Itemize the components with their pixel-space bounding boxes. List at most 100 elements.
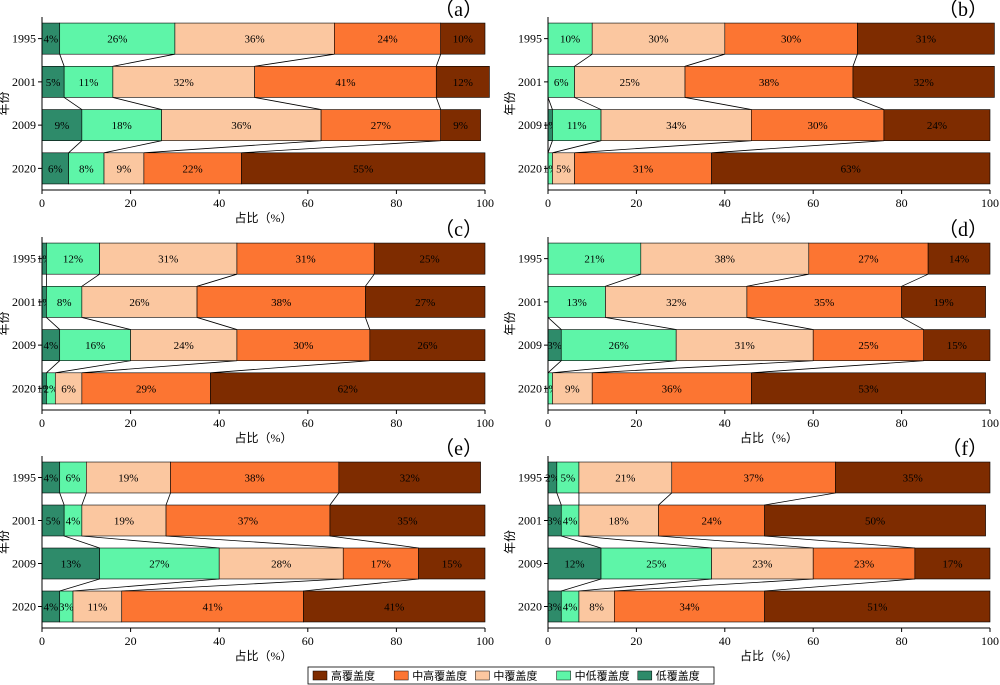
legend-swatch <box>393 670 409 681</box>
bar-segment <box>613 590 765 623</box>
x-tick-label: 100 <box>476 416 494 430</box>
bar-segment <box>746 286 902 318</box>
data-label: 2% <box>545 473 560 485</box>
data-label: 24% <box>377 34 397 46</box>
y-tick-label: 1995 <box>12 252 36 266</box>
data-label: 9% <box>565 383 580 395</box>
connector-line <box>46 360 60 374</box>
panel-label: （d） <box>938 218 988 241</box>
bar-segment <box>218 547 344 580</box>
data-label: 8% <box>79 163 94 175</box>
connector-line <box>435 97 442 110</box>
x-axis-label: 占比（%） <box>235 430 293 445</box>
x-tick-label: 80 <box>390 634 402 648</box>
connector-line <box>578 578 712 592</box>
x-axis-label: 占比（%） <box>740 430 798 445</box>
data-label: 25% <box>620 77 640 89</box>
data-label: 6% <box>48 163 63 175</box>
bar-segment <box>764 504 986 537</box>
data-label: 4% <box>44 34 59 46</box>
x-tick-label: 40 <box>719 196 731 210</box>
connector-line <box>196 273 238 287</box>
connector-line <box>166 535 344 549</box>
data-label: 30% <box>648 34 668 46</box>
bar-segment <box>303 590 486 623</box>
x-tick-label: 20 <box>630 416 642 430</box>
y-tick-label: 1995 <box>518 252 542 266</box>
connector-line <box>578 535 712 549</box>
connector-line <box>684 97 752 110</box>
connector-line <box>764 535 915 549</box>
connector-line <box>59 578 100 592</box>
connector-line <box>121 578 344 592</box>
data-label: 23% <box>854 559 874 571</box>
data-label: 11% <box>87 602 107 614</box>
data-label: 12% <box>63 254 83 266</box>
data-label: 4% <box>44 340 59 352</box>
data-label: 22% <box>183 163 203 175</box>
connector-line <box>684 53 725 67</box>
y-tick-label: 2001 <box>12 75 36 89</box>
bar-segment <box>927 242 991 275</box>
legend-frame <box>307 666 715 685</box>
x-tick-label: 0 <box>39 634 45 648</box>
connector-line <box>764 492 836 506</box>
y-tick-label: 1995 <box>12 32 36 46</box>
bar-segment <box>671 461 836 494</box>
y-tick-label: 1995 <box>518 32 542 46</box>
data-label: 17% <box>371 559 391 571</box>
bar-segment <box>165 504 331 537</box>
connector-line <box>59 492 65 506</box>
data-label: 32% <box>400 473 420 485</box>
data-label: 3% <box>547 340 562 352</box>
x-tick-label: 40 <box>719 416 731 430</box>
connector-line <box>72 578 220 592</box>
connector-line <box>81 273 100 287</box>
data-label: 12% <box>564 559 584 571</box>
connector-line <box>547 140 553 153</box>
bar-segment <box>338 461 481 494</box>
data-label: 38% <box>245 473 265 485</box>
connector-line <box>901 273 929 287</box>
x-tick-label: 20 <box>125 196 137 210</box>
bar-segment <box>435 66 490 98</box>
bar-segment <box>547 66 575 98</box>
bar-segment <box>711 152 991 185</box>
bar-segment <box>72 590 123 623</box>
x-tick-label: 80 <box>896 634 908 648</box>
bar-segment <box>560 329 677 361</box>
data-label: 38% <box>715 254 735 266</box>
bar-segment <box>41 152 69 185</box>
data-label: 4% <box>44 473 59 485</box>
x-tick-label: 80 <box>896 416 908 430</box>
data-label: 5% <box>46 516 61 528</box>
data-label: 37% <box>238 516 258 528</box>
bar-segment <box>46 242 100 275</box>
connector-line <box>556 492 562 506</box>
x-tick-label: 60 <box>302 196 314 210</box>
connector-line <box>574 53 593 67</box>
connector-line <box>552 360 677 374</box>
x-tick-label: 60 <box>302 634 314 648</box>
connector-line <box>746 317 814 330</box>
bar-segment <box>914 547 991 580</box>
y-axis-label: 年份 <box>0 91 11 115</box>
bar-segment <box>552 372 593 405</box>
data-label: 9% <box>453 120 468 132</box>
connector-line <box>552 140 602 154</box>
data-label: 38% <box>271 297 291 309</box>
data-label: 26% <box>129 297 149 309</box>
connector-line <box>614 578 814 592</box>
connector-line <box>81 535 220 549</box>
bar-segment <box>54 372 83 405</box>
bar-segment <box>812 329 925 361</box>
data-label: 37% <box>743 473 763 485</box>
data-label: 27% <box>415 297 435 309</box>
data-label: 26% <box>609 340 629 352</box>
y-tick-label: 2020 <box>518 381 542 395</box>
y-tick-label: 2020 <box>12 161 36 175</box>
data-label: 23% <box>752 559 772 571</box>
x-tick-label: 20 <box>630 634 642 648</box>
x-tick-label: 0 <box>39 196 45 210</box>
data-label: 30% <box>781 34 801 46</box>
